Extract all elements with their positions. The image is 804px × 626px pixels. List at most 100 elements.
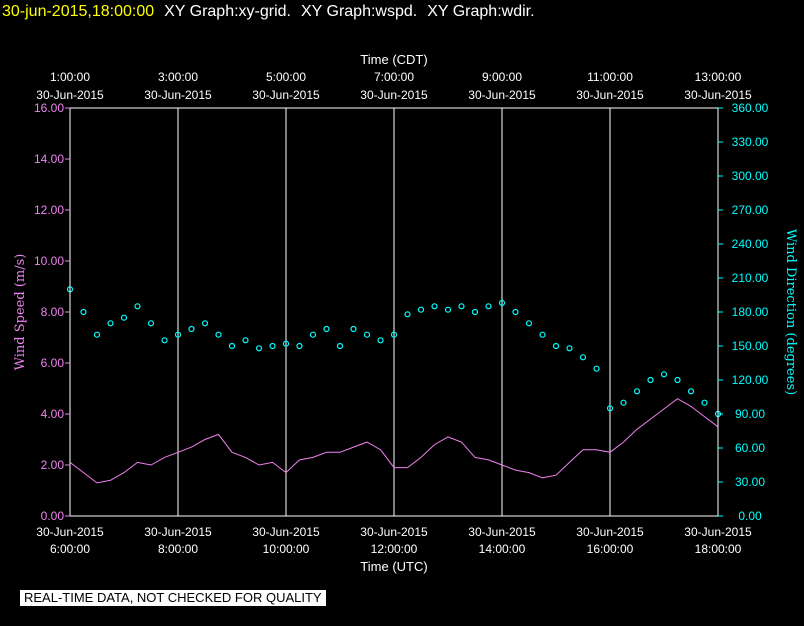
wind-direction-point [701, 399, 708, 406]
bottom-tick-time: 18:00:00 [695, 542, 742, 556]
left-tick-label: 10.00 [34, 254, 64, 268]
wind-direction-point [296, 342, 303, 350]
wind-direction-point [566, 345, 573, 352]
wind-direction-point [539, 331, 546, 338]
right-axis-label: Wind Direction (degrees) [783, 229, 798, 395]
wind-direction-point [215, 331, 222, 338]
wind-direction-point [242, 337, 249, 344]
wind-direction-point [161, 337, 168, 344]
wind-direction-point [593, 365, 600, 372]
top-tick-date: 30-Jun-2015 [252, 88, 320, 102]
bottom-tick-time: 10:00:00 [263, 542, 310, 556]
wind-direction-point [498, 299, 506, 306]
bottom-tick-date: 30-Jun-2015 [252, 525, 320, 539]
top-tick-time: 1:00:00 [50, 70, 90, 84]
wind-direction-point [485, 303, 492, 310]
wind-direction-point [107, 320, 114, 327]
graph-name-grid: XY Graph:xy-grid. [164, 3, 291, 20]
wind-direction-point [606, 405, 614, 412]
top-tick-date: 30-Jun-2015 [360, 88, 428, 102]
right-tick-label: 30.00 [735, 475, 765, 489]
wind-direction-point [687, 388, 695, 395]
wind-direction-point [174, 331, 182, 338]
left-tick-label: 16.00 [34, 101, 64, 115]
right-tick-label: 120.00 [732, 373, 769, 387]
wind-direction-point [620, 399, 627, 406]
right-tick-label: 360.00 [732, 101, 769, 115]
wind-direction-point [120, 314, 128, 321]
top-tick-time: 3:00:00 [158, 70, 198, 84]
left-tick-label: 8.00 [41, 305, 65, 319]
wind-direction-point [188, 325, 195, 333]
wind-direction-point [336, 342, 344, 350]
left-tick-label: 14.00 [34, 152, 64, 166]
left-axis-label: Wind Speed (m/s) [13, 254, 28, 371]
right-tick-label: 330.00 [732, 135, 769, 149]
top-tick-date: 30-Jun-2015 [684, 88, 752, 102]
time-grid [69, 108, 719, 516]
bottom-tick-time: 8:00:00 [158, 542, 198, 556]
wind-direction-point [390, 331, 398, 338]
wind-direction-point [417, 306, 425, 313]
right-tick-label: 210.00 [732, 271, 769, 285]
bottom-tick-date: 30-Jun-2015 [144, 525, 212, 539]
wind-direction-point [377, 337, 384, 344]
wind-direction-point [147, 320, 155, 327]
wind-direction-point [350, 325, 357, 333]
bottom-axis-label: Time (UTC) [360, 559, 427, 574]
wind-direction-point [512, 308, 519, 316]
top-tick-time: 11:00:00 [587, 70, 633, 84]
wind-direction-point [323, 325, 330, 333]
timestamp: 30-jun-2015,18:00:00 [2, 3, 155, 20]
graph-name-wdir: XY Graph:wdir. [427, 3, 535, 20]
top-axis-label: Time (CDT) [360, 52, 427, 67]
wind-direction-point [80, 308, 87, 316]
right-tick-label: 270.00 [732, 203, 769, 217]
bottom-tick-time: 14:00:00 [479, 542, 526, 556]
top-tick-time: 9:00:00 [482, 70, 522, 84]
quality-disclaimer: REAL-TIME DATA, NOT CHECKED FOR QUALITY [20, 590, 326, 606]
wind-direction-point [93, 331, 101, 338]
wind-direction-point [404, 311, 411, 318]
wind-direction-point [134, 303, 141, 310]
wind-direction-point [674, 376, 681, 384]
wind-direction-point [579, 354, 587, 361]
right-tick-label: 90.00 [735, 407, 765, 421]
bottom-tick-time: 16:00:00 [587, 542, 634, 556]
left-tick-label: 6.00 [41, 356, 65, 370]
bottom-tick-time: 12:00:00 [371, 542, 418, 556]
bottom-tick-date: 30-Jun-2015 [576, 525, 644, 539]
wind-direction-point [633, 388, 641, 395]
wind-direction-point [282, 340, 290, 347]
wind-direction-point [255, 345, 263, 352]
wind-direction-point [458, 303, 465, 310]
wind-direction-point [525, 320, 533, 327]
right-tick-label: 300.00 [732, 169, 769, 183]
top-tick-date: 30-Jun-2015 [576, 88, 644, 102]
bottom-tick-date: 30-Jun-2015 [684, 525, 752, 539]
wind-direction-point [431, 303, 438, 310]
right-tick-label: 0.00 [738, 509, 762, 523]
axes: 1:00:00 30-Jun-2015 30-Jun-2015 6:00:00 3:00… [34, 70, 769, 556]
left-tick-label: 4.00 [41, 407, 65, 421]
wind-direction-point [201, 320, 209, 327]
left-tick-label: 2.00 [41, 458, 65, 472]
top-tick-time: 13:00:00 [695, 70, 742, 84]
wind-direction-point [309, 331, 317, 338]
top-tick-date: 30-Jun-2015 [144, 88, 212, 102]
wind-direction-point [471, 308, 479, 316]
top-tick-date: 30-Jun-2015 [468, 88, 536, 102]
right-tick-label: 150.00 [732, 339, 769, 353]
right-tick-label: 240.00 [732, 237, 769, 251]
wind-direction-point [269, 342, 276, 350]
wind-direction-point [444, 306, 452, 313]
wind-direction-point [647, 376, 654, 384]
chart-title: 30-jun-2015,18:00:00 XY Graph:xy-grid. XY … [2, 2, 535, 22]
right-tick-label: 180.00 [732, 305, 769, 319]
wind-direction-point [552, 342, 560, 350]
bottom-tick-time: 6:00:00 [50, 542, 90, 556]
graph-name-wspd: XY Graph:wspd. [301, 3, 418, 20]
wind-direction-point [228, 342, 236, 350]
top-tick-time: 5:00:00 [266, 70, 306, 84]
